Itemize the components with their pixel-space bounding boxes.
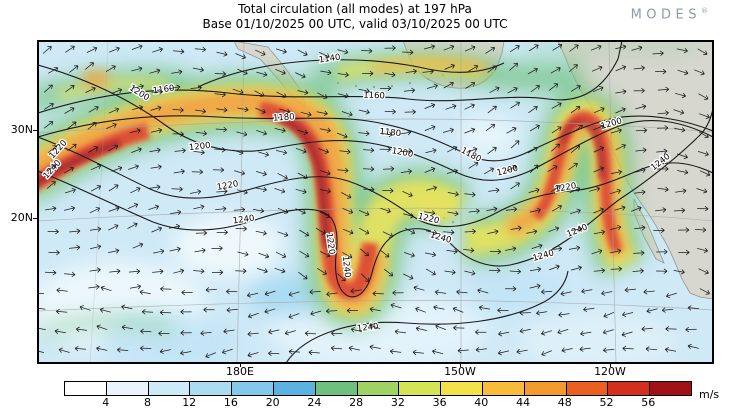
chart-subtitle: Base 01/10/2025 00 UTC, valid 03/10/2025… [202,17,508,31]
colorbar-cell [399,382,442,395]
colorbar-tick-labels: 4 8 12 16 20 24 28 32 36 40 44 48 52 56 [64,396,690,408]
chart-title: Total circulation (all modes) at 197 hPa [238,2,472,16]
contour-label: 1180 [273,112,295,123]
colorbar-tick: 8 [144,396,151,408]
colorbar-cell [273,382,316,395]
colorbar-cell [566,382,609,395]
chart-header: Total circulation (all modes) at 197 hPa… [0,2,730,32]
contour-label: 1240 [340,256,352,279]
lon-label-150w: 150W [444,365,476,378]
contour-label: 1140 [318,53,341,66]
map-border [38,41,713,363]
lat-tick-30n [33,130,37,131]
colorbar-cell [65,382,107,395]
lon-label-180e: 180E [226,365,254,378]
colorbar-cell [524,382,567,395]
contour-label: 1240 [232,214,255,227]
colorbar-cell [106,382,149,395]
colorbar-cell [650,382,691,395]
lon-tick-180e [240,363,241,367]
contour-label: 1220 [216,179,239,193]
colorbar [64,381,692,396]
colorbar-cell [608,382,651,395]
colorbar-tick: 32 [390,396,405,408]
colorbar-cell [357,382,400,395]
modes-logo: MODES® [631,7,708,22]
baja-peninsula-land [633,198,665,264]
colorbar-cell [232,382,274,395]
contour-label: 1160 [152,84,175,97]
colorbar-cell [441,382,483,395]
colorbar-tick: 48 [557,396,572,408]
colorbar-tick: 44 [516,396,531,408]
colorbar-cell [148,382,191,395]
colorbar-tick: 12 [182,396,197,408]
colorbar-tick: 16 [223,396,238,408]
map-canvas: 1140 1160 1160 1180 1180 1180 1200 1200 … [38,41,713,363]
colorbar-cell [482,382,525,395]
jet-bands [38,41,699,340]
colorbar-tick: 28 [349,396,364,408]
colorbar-cell [190,382,233,395]
modes-logo-text: MODES [630,7,701,23]
colorbar-tick: 40 [474,396,489,408]
colorbar-tick: 52 [599,396,614,408]
colorbar-tick: 36 [432,396,447,408]
colorbar-tick: 4 [102,396,110,408]
registered-mark-icon: ® [701,7,708,15]
lon-tick-120w [610,363,611,367]
contour-label: 1220 [324,232,337,255]
contour-label: 1200 [189,141,212,153]
lat-label-20n: 20N [10,211,33,224]
colorbar-unit-label: m/s [699,388,720,401]
contour-label: 1160 [363,91,385,102]
lat-tick-20n [33,218,37,219]
wind-arrows [38,43,711,359]
colorbar-cell [315,382,358,395]
colorbar-tick: 24 [307,396,322,408]
lat-label-30n: 30N [10,123,33,136]
colorbar-tick: 20 [265,396,280,408]
colorbar-tick: 56 [641,396,656,408]
map-area: 1140 1160 1160 1180 1180 1180 1200 1200 … [37,40,714,364]
lon-tick-150w [460,363,461,367]
lon-label-120w: 120W [594,365,626,378]
